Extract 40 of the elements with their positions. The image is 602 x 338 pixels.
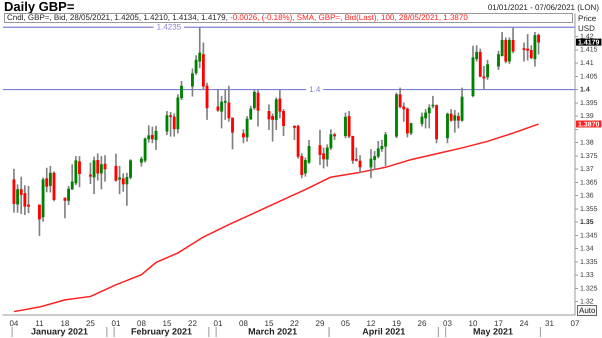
y-axis-title: Price USD xyxy=(578,14,598,34)
annotation: -0.0026, (-0.18%), SMA, GBP=, Bid(Last), 100, 28/05/2021, 1.3870 xyxy=(230,13,468,22)
candlestick xyxy=(216,89,220,112)
text: 01/01/2021 - 07/06/2021 (LON) xyxy=(488,3,599,12)
x-tick-label: 11 xyxy=(35,319,44,328)
x-tick-label: 08 xyxy=(239,319,248,328)
x-tick-label: 15 xyxy=(264,319,274,328)
x-tick-label: 24 xyxy=(520,319,529,328)
x-tick-label: 22 xyxy=(188,319,198,328)
ref-line-label: 1.4235 xyxy=(156,22,182,32)
x-tick-label: 05 xyxy=(341,319,350,328)
x-tick-label: 22 xyxy=(290,319,300,328)
x-tick-label: 19 xyxy=(392,319,402,328)
candlestick xyxy=(333,132,336,140)
x-tick-label: 07 xyxy=(570,319,580,328)
x-tick-label: 15 xyxy=(162,319,172,328)
x-tick-label: 17 xyxy=(494,319,504,328)
text: May 2021 xyxy=(473,326,514,336)
x-tick-label: 01 xyxy=(214,319,223,328)
ref-line-label: 1.4 xyxy=(309,84,321,94)
x-tick-label: 04 xyxy=(9,319,19,328)
annotation: Cndl, GBP=, Bid, 28/05/2021, 1.4205, 1.4210, 1.4134, 1.4179, xyxy=(7,13,229,22)
x-tick-label: 25 xyxy=(86,319,96,328)
x-tick-label: 29 xyxy=(316,319,325,328)
x-tick-label: 31 xyxy=(545,319,554,328)
x-tick-label: 08 xyxy=(136,319,146,328)
text: April 2021 xyxy=(362,326,406,336)
x-tick-label: 12 xyxy=(366,319,376,328)
chart-title: Daily GBP= xyxy=(4,0,74,14)
x-tick-label: 01 xyxy=(111,319,121,328)
x-tick-label: 03 xyxy=(443,319,452,328)
x-tick-label: 18 xyxy=(60,319,70,328)
text: March 2021 xyxy=(248,326,298,336)
x-tick-label: 26 xyxy=(418,319,427,328)
candlestick xyxy=(89,162,92,184)
auto-button: Auto xyxy=(577,305,598,316)
text: February 2021 xyxy=(130,326,192,336)
text: January 2021 xyxy=(30,326,88,336)
x-tick-label: 10 xyxy=(468,319,478,328)
candlestick xyxy=(27,186,30,214)
